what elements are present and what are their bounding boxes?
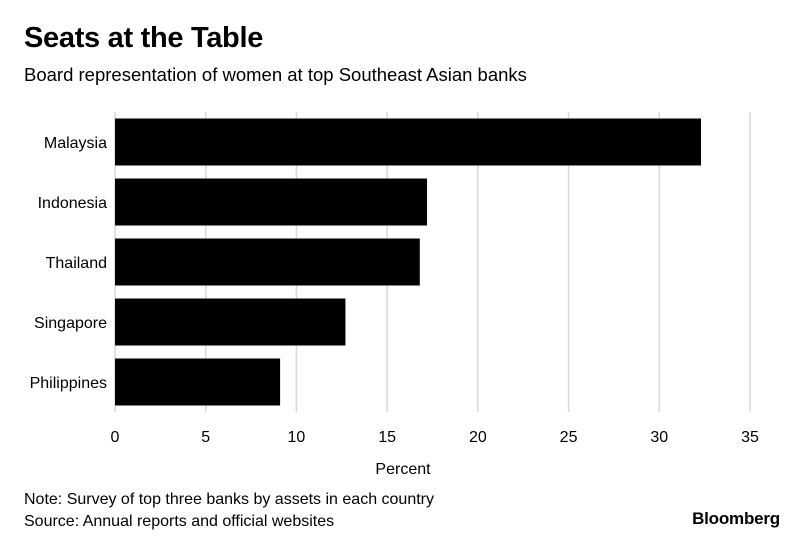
- x-tick-label: 10: [288, 429, 306, 446]
- category-label: Singapore: [34, 315, 107, 332]
- category-labels: Malaysia Indonesia Thailand Singapore Philip…: [30, 135, 107, 392]
- x-tick-label: 5: [201, 429, 210, 446]
- category-label: Thailand: [46, 255, 107, 272]
- bar-indonesia: [115, 178, 428, 226]
- chart-subtitle: Board representation of women at top Sou…: [24, 64, 527, 85]
- category-label: Indonesia: [38, 195, 107, 212]
- footnotes: Note: Survey of top three banks by asset…: [24, 489, 434, 533]
- x-tick-label: 15: [378, 429, 396, 446]
- bar-malaysia: [115, 118, 702, 166]
- x-tick-labels: 0 5 10 15 20 25 30 35: [111, 429, 759, 446]
- x-tick-label: 20: [469, 429, 487, 446]
- category-label: Malaysia: [44, 135, 107, 152]
- source-text: Source: Annual reports and official webs…: [24, 513, 335, 530]
- x-tick-label: 0: [111, 429, 120, 446]
- bar-thailand: [115, 238, 420, 286]
- x-axis-label: Percent: [375, 461, 431, 478]
- x-tick-label: 30: [650, 429, 668, 446]
- note-text: Note: Survey of top three banks by asset…: [24, 491, 434, 508]
- chart-title: Seats at the Table: [24, 22, 264, 54]
- bar-philippines: [115, 358, 281, 406]
- bloomberg-logo: Bloomberg: [692, 509, 780, 528]
- x-tick-label: 35: [741, 429, 759, 446]
- x-tick-label: 25: [560, 429, 578, 446]
- bar-singapore: [115, 298, 346, 346]
- category-label: Philippines: [30, 375, 107, 392]
- bars: [115, 118, 702, 406]
